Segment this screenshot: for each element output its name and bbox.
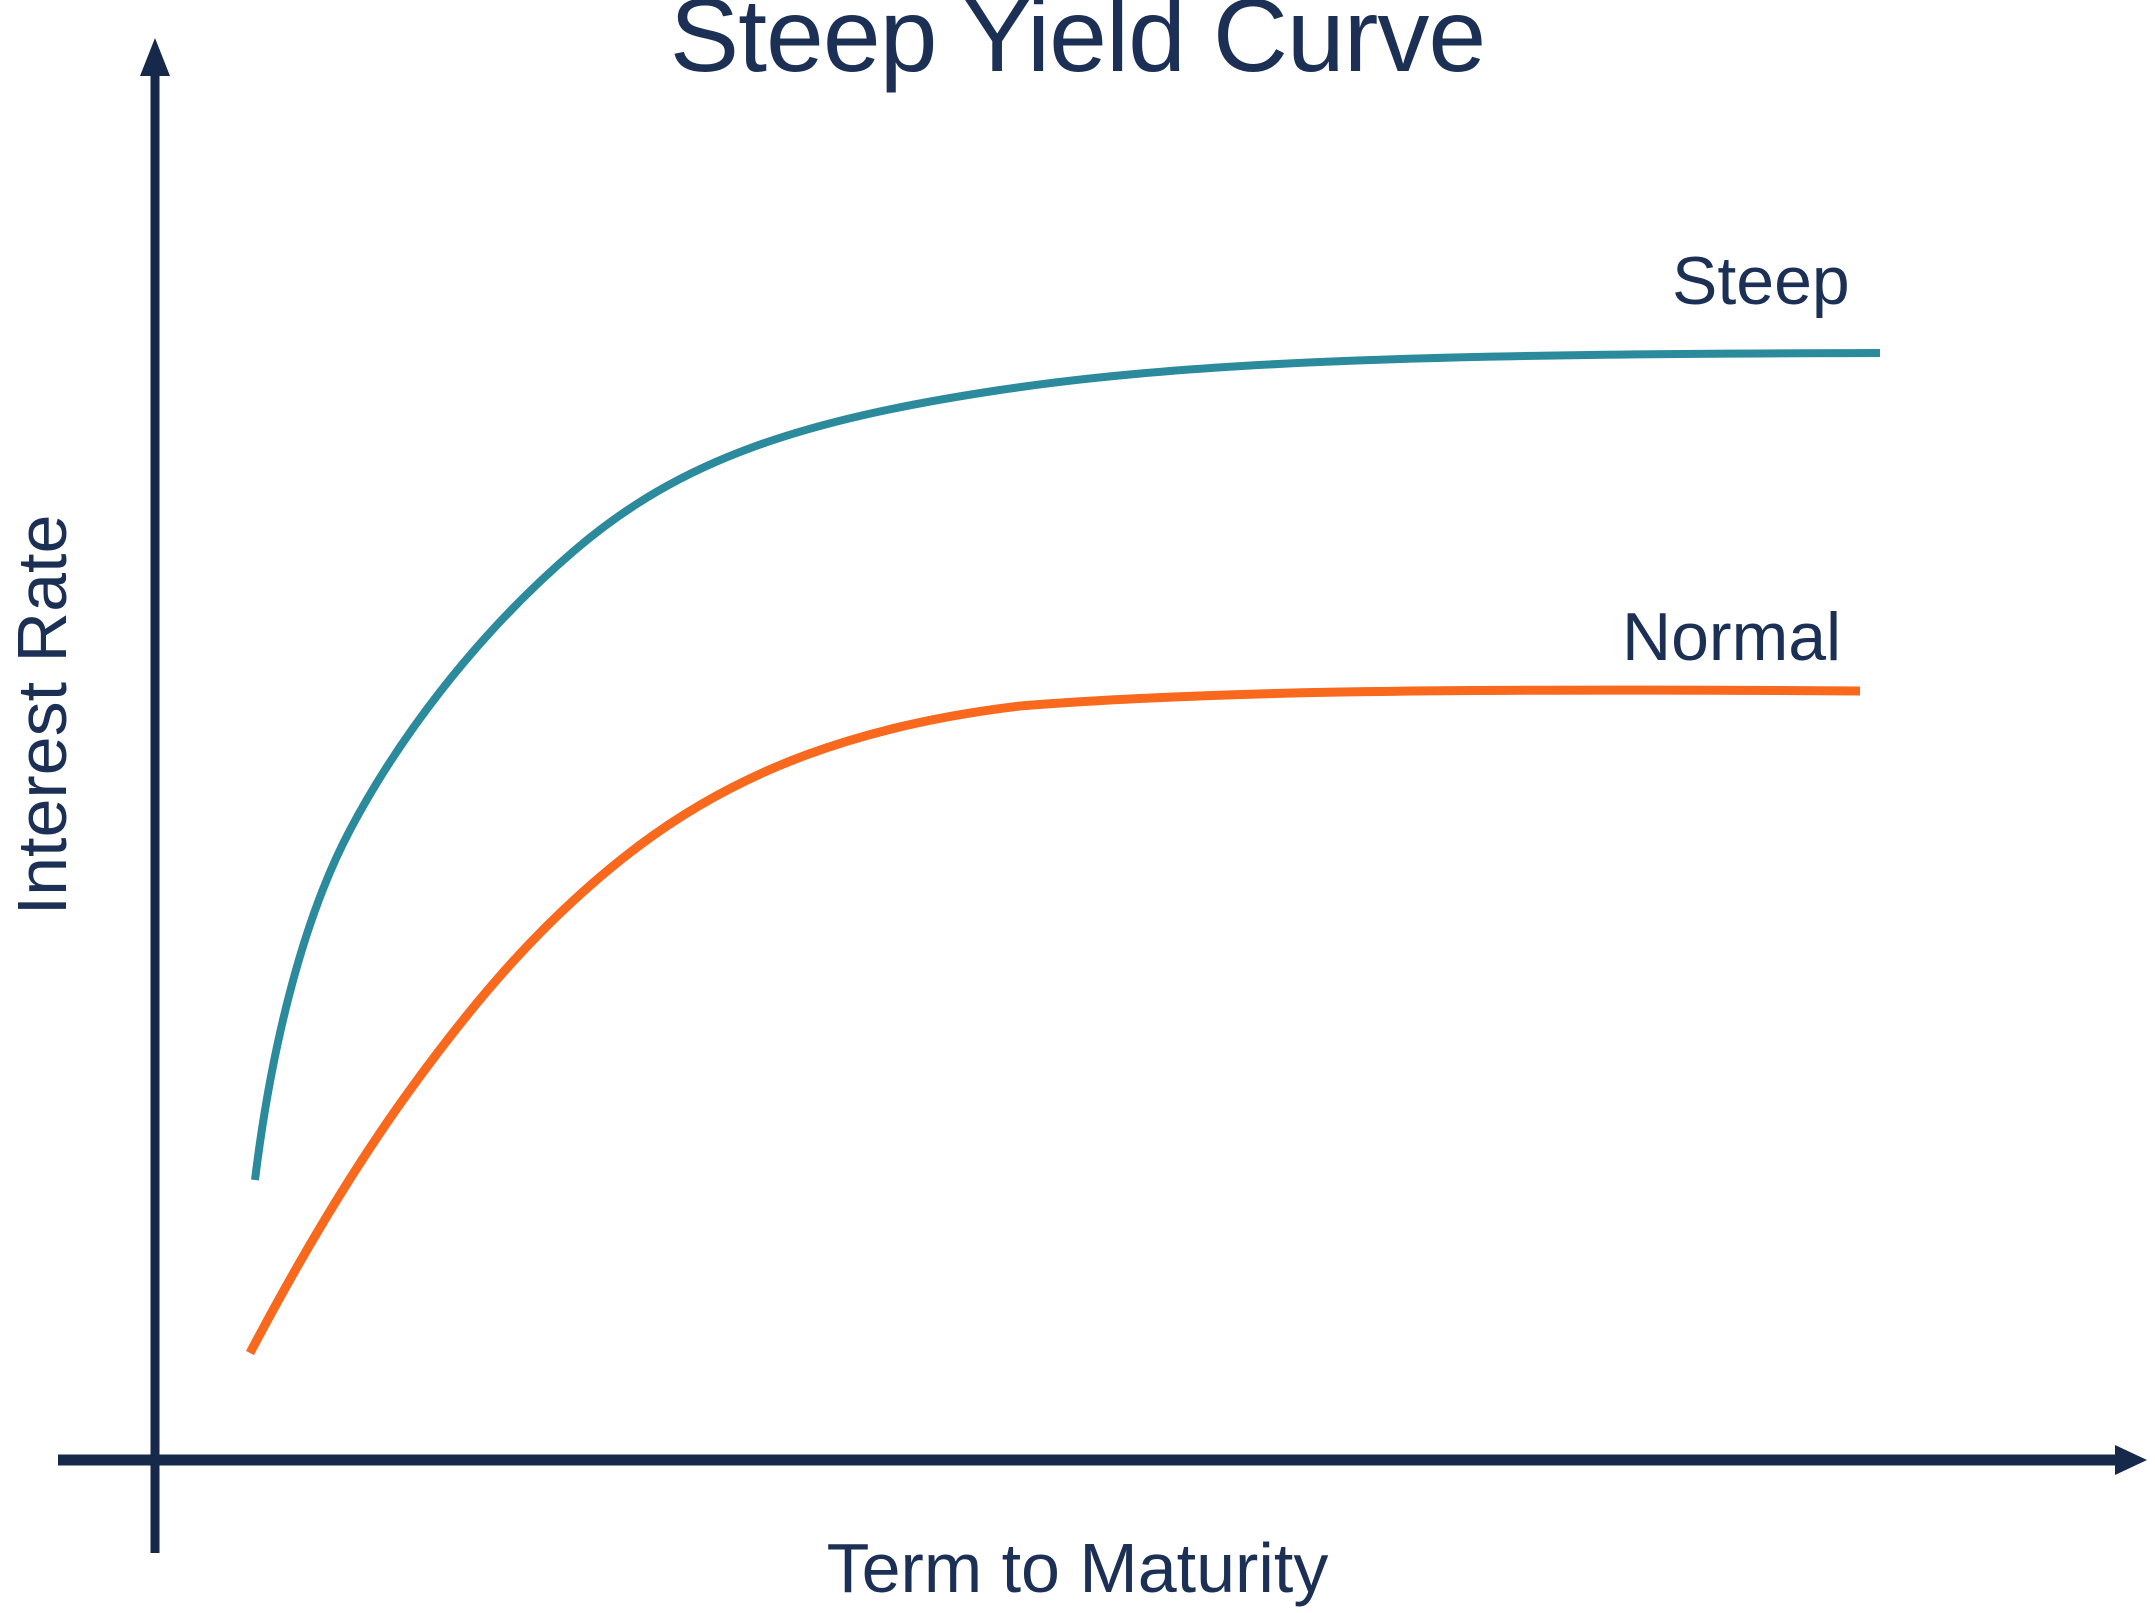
series-label-steep: Steep	[1672, 243, 1850, 319]
series-label-normal: Normal	[1622, 599, 1842, 675]
y-axis-label: Interest Rate	[3, 514, 81, 916]
chart-title: Steep Yield Curve	[669, 0, 1487, 94]
normal-curve	[246, 685, 1861, 1356]
steep-curve	[251, 349, 1881, 1181]
x-axis-arrow-icon	[2115, 1445, 2147, 1475]
y-axis-arrow-icon	[140, 38, 170, 76]
x-axis-label: Term to Maturity	[826, 1529, 1329, 1607]
